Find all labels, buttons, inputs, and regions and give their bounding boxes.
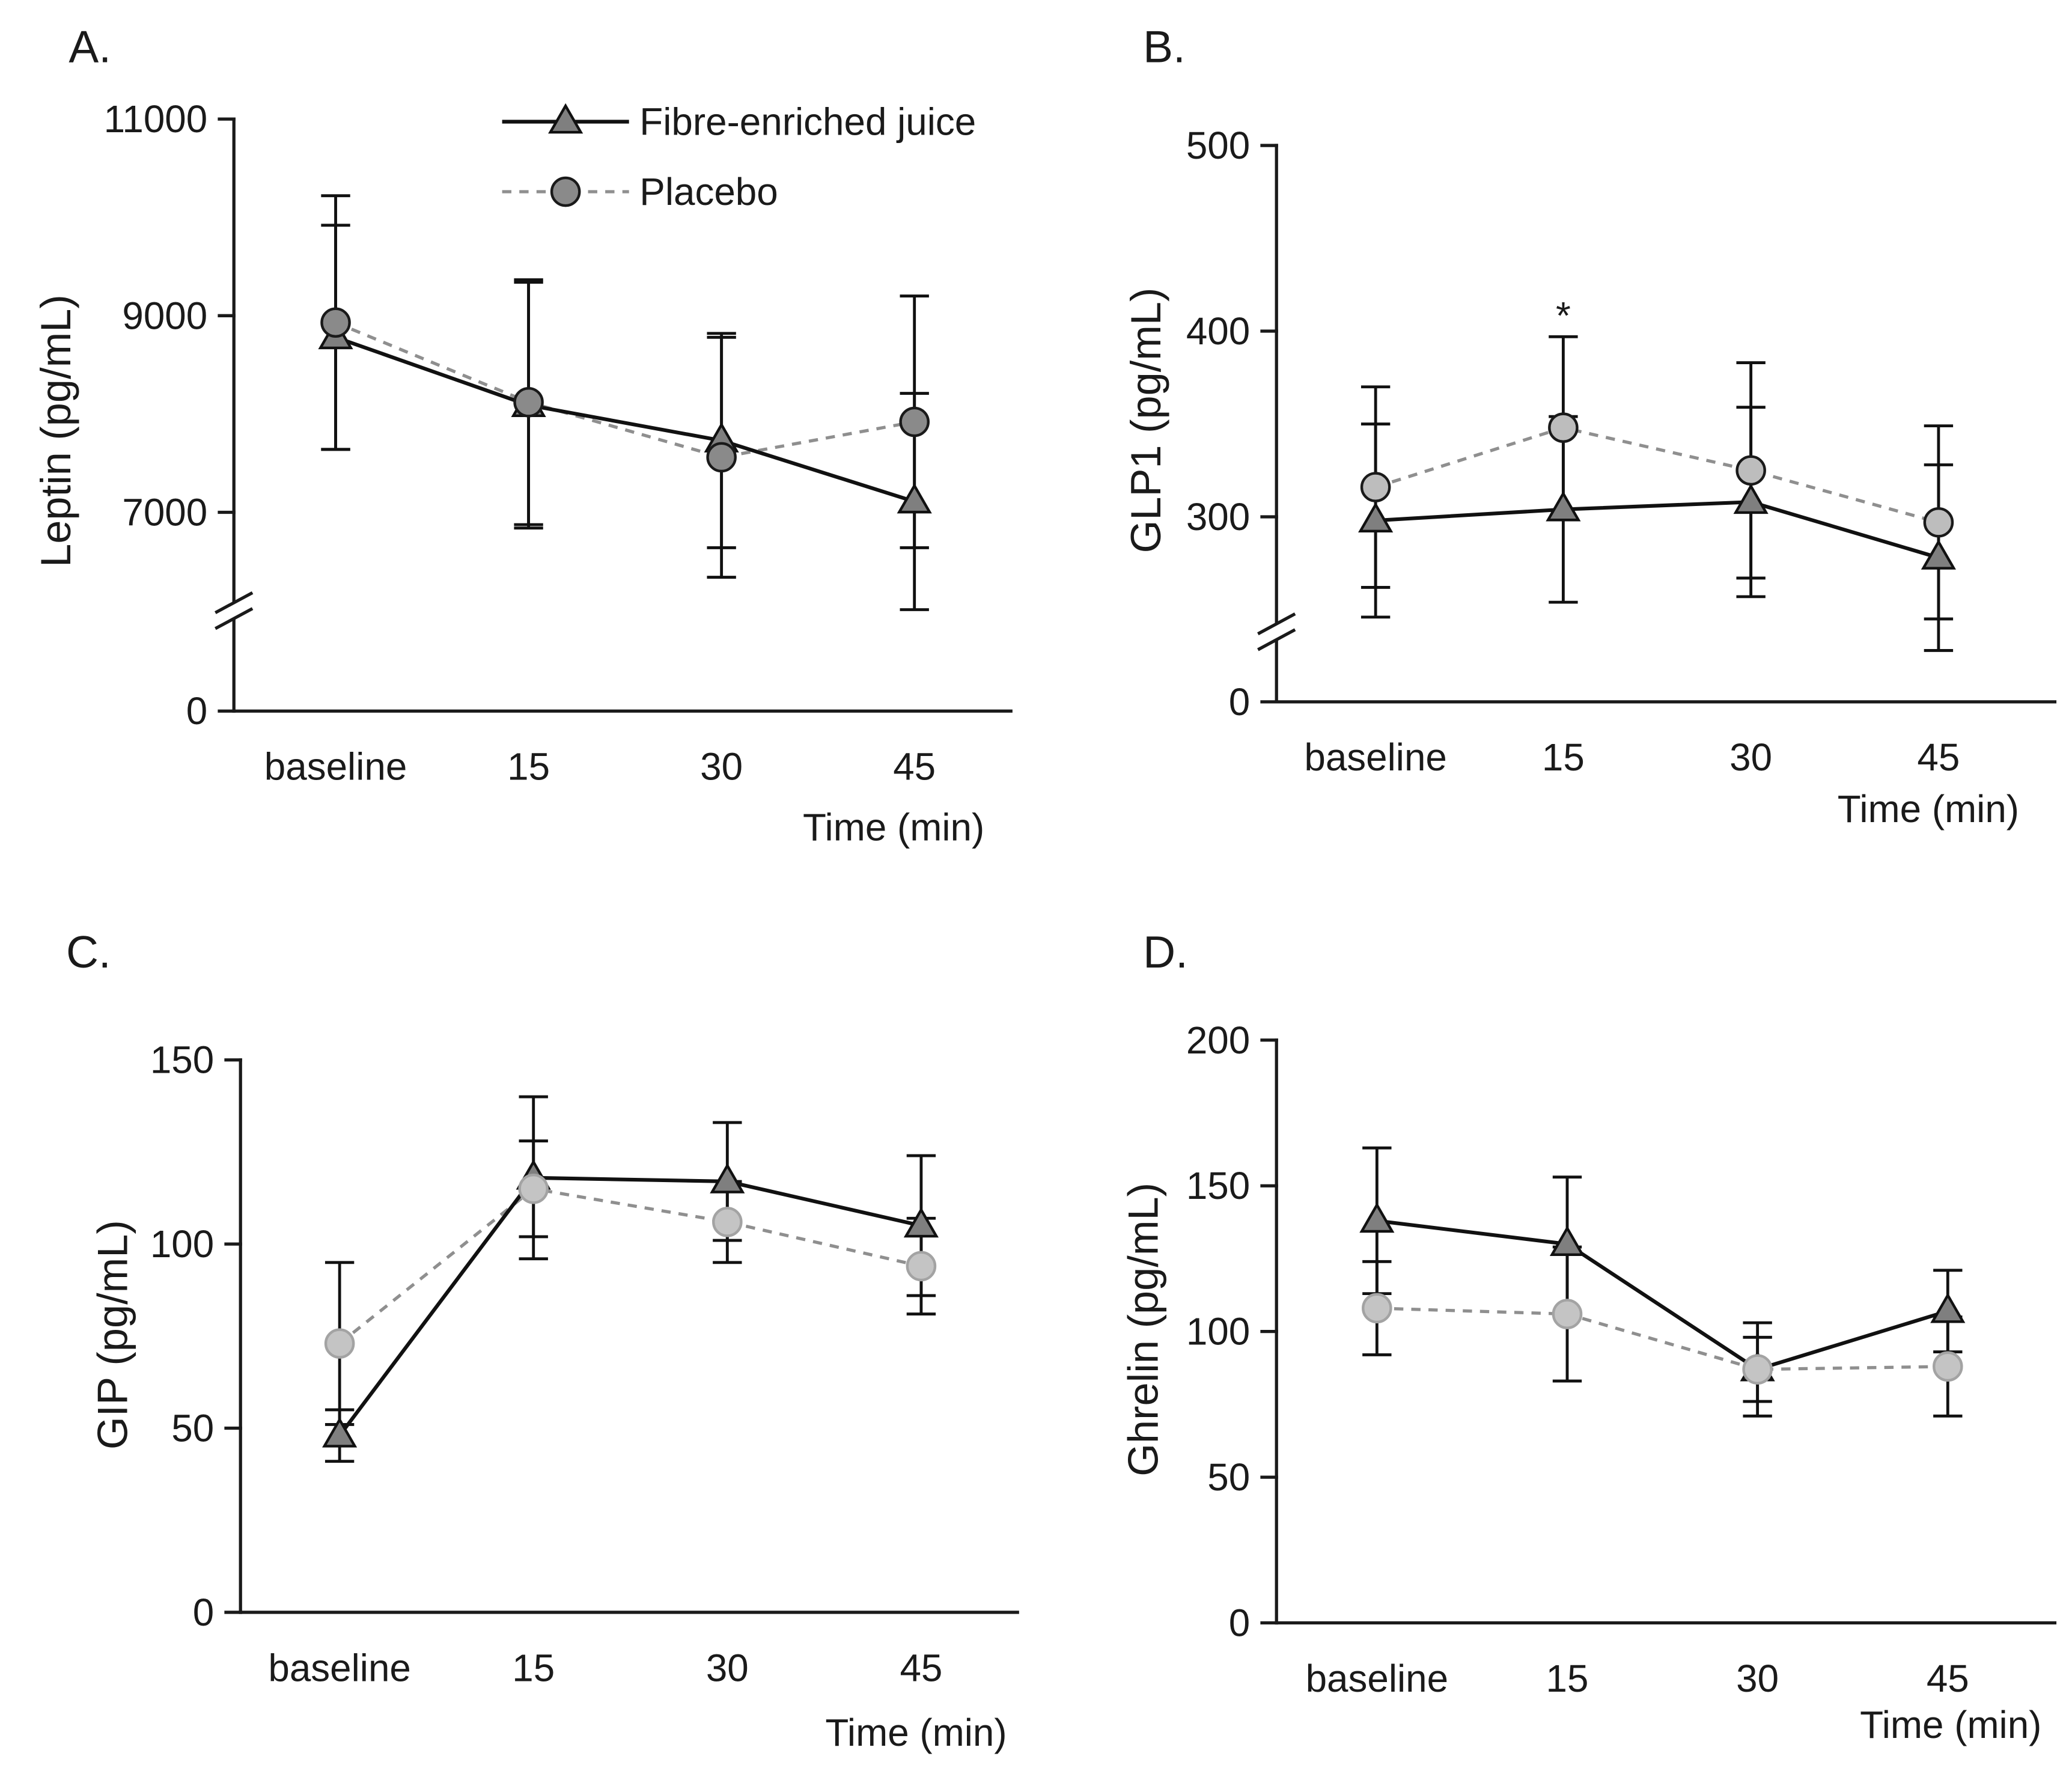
x-tick-label: 45 — [893, 745, 936, 788]
fibre-line — [338, 1175, 922, 1437]
x-tick-label: 15 — [1542, 736, 1585, 779]
legend-placebo-marker — [550, 176, 581, 207]
axis-break-mark — [215, 591, 254, 614]
y-tick-label: 400 — [1186, 309, 1250, 353]
axis-break-gap — [1271, 624, 1282, 640]
placebo-point — [1552, 1299, 1583, 1329]
y-tick-label: 50 — [171, 1407, 214, 1450]
placebo-point — [518, 1173, 549, 1204]
fibre-point — [903, 1207, 939, 1238]
panel-label: D. — [1143, 927, 1188, 977]
placebo-line — [335, 321, 915, 459]
x-tick-label: baseline — [268, 1646, 411, 1689]
y-tick-label: 0 — [1229, 1602, 1250, 1645]
x-tick-label: 30 — [700, 745, 743, 788]
placebo-point — [1548, 412, 1579, 443]
fibre-point — [1930, 1292, 1966, 1323]
fibre-point — [1358, 502, 1394, 532]
panel-b-glp1-chart: B. GLP1 (pg/mL) Time (min) 0 300 400 500 baseli… — [1122, 22, 2057, 831]
y-axis-title: Leptin (pg/mL) — [32, 294, 79, 567]
placebo-point — [320, 307, 351, 338]
y-tick-label: 0 — [186, 689, 207, 733]
y-tick-label: 500 — [1186, 124, 1250, 167]
axis-break-mark — [1257, 628, 1296, 651]
y-tick-label: 150 — [1186, 1164, 1250, 1207]
fibre-line — [1375, 500, 1939, 559]
panel-a-leptin-chart: A. Leptin (pg/mL) Time (min) 0 7000 9000 11000… — [32, 22, 1013, 849]
x-tick-label: 30 — [706, 1646, 749, 1689]
placebo-point — [1362, 1293, 1392, 1324]
x-axis-title: Time (min) — [803, 806, 984, 849]
fibre-point — [1546, 490, 1581, 522]
y-axis-title: GIP (pg/mL) — [88, 1220, 136, 1449]
y-axis-title: GLP1 (pg/mL) — [1122, 288, 1169, 553]
placebo-line — [1375, 425, 1939, 524]
placebo-point — [324, 1328, 355, 1359]
fibre-point — [710, 1163, 745, 1193]
x-tick-label: 45 — [1927, 1657, 1969, 1700]
y-tick-label: 11000 — [104, 97, 208, 141]
fibre-point — [1359, 1202, 1395, 1233]
y-axis-title: Ghrelin (pg/mL) — [1120, 1183, 1167, 1477]
significance-asterisk: * — [1556, 294, 1571, 337]
placebo-point — [1360, 472, 1391, 502]
placebo-point — [513, 387, 544, 418]
y-tick-label: 0 — [193, 1591, 214, 1634]
y-tick-label: 50 — [1207, 1456, 1250, 1499]
y-tick-label: 300 — [1186, 495, 1250, 538]
fibre-line — [335, 335, 915, 504]
x-tick-label: 30 — [1729, 736, 1772, 779]
legend-fibre-label: Fibre-enriched juice — [639, 100, 976, 143]
legend: Fibre-enriched juice Placebo — [502, 100, 976, 213]
placebo-point — [1742, 1354, 1773, 1385]
fibre-line — [1376, 1219, 1949, 1372]
placebo-point — [1933, 1351, 1963, 1382]
placebo-point — [1735, 455, 1766, 486]
x-tick-label: baseline — [1304, 736, 1447, 779]
x-tick-label: 45 — [900, 1646, 942, 1689]
x-tick-label: 15 — [507, 745, 550, 788]
x-tick-label: baseline — [1306, 1657, 1449, 1700]
axis-break-mark — [215, 607, 254, 630]
y-tick-label: 200 — [1186, 1019, 1250, 1062]
y-tick-label: 150 — [150, 1038, 214, 1082]
placebo-point — [899, 406, 930, 437]
placebo-point — [712, 1207, 743, 1237]
fibre-point — [1921, 539, 1956, 570]
axis-break-mark — [1257, 612, 1296, 636]
panel-c-gip-chart: C. GIP (pg/mL) Time (min) 0 50 100 150 baseline… — [66, 927, 1019, 1754]
x-tick-label: baseline — [264, 745, 407, 788]
axis-break-gap — [228, 602, 240, 619]
placebo-line — [338, 1187, 922, 1345]
y-tick-label: 0 — [1229, 680, 1250, 724]
fibre-point — [1549, 1225, 1585, 1256]
placebo-point — [706, 442, 737, 473]
x-tick-label: 30 — [1736, 1657, 1779, 1700]
y-tick-label: 7000 — [122, 491, 207, 534]
panel-label: B. — [1143, 22, 1186, 72]
x-axis-title: Time (min) — [1838, 787, 2019, 831]
legend-fibre-marker — [548, 103, 584, 134]
placebo-point — [906, 1251, 937, 1282]
fibre-point — [1733, 483, 1769, 514]
x-tick-label: 15 — [1546, 1657, 1589, 1700]
fibre-point — [897, 483, 932, 514]
x-axis-title: Time (min) — [825, 1711, 1007, 1754]
panel-label: A. — [69, 22, 111, 72]
x-axis-title: Time (min) — [1860, 1703, 2041, 1746]
y-tick-label: 100 — [150, 1222, 214, 1266]
placebo-point — [1923, 507, 1954, 538]
panel-d-ghrelin-chart: D. Ghrelin (pg/mL) Time (min) 0 50 100 150 200 b… — [1120, 927, 2057, 1746]
panel-label: C. — [66, 927, 111, 977]
x-tick-label: 15 — [512, 1646, 555, 1689]
fibre-point — [322, 1417, 358, 1448]
placebo-line — [1377, 1306, 1948, 1371]
x-tick-label: 45 — [1917, 736, 1960, 779]
legend-placebo-label: Placebo — [639, 170, 778, 213]
y-tick-label: 9000 — [122, 294, 207, 337]
y-tick-label: 100 — [1186, 1310, 1250, 1353]
